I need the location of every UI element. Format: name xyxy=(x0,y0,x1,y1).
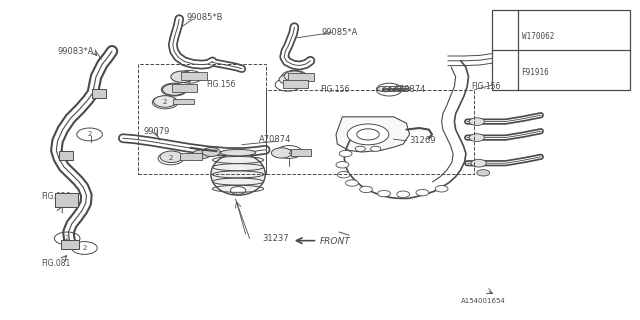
Circle shape xyxy=(469,134,484,141)
Ellipse shape xyxy=(357,129,380,140)
Text: 2: 2 xyxy=(88,132,92,137)
Circle shape xyxy=(193,150,211,159)
Text: 31237: 31237 xyxy=(262,234,289,243)
FancyBboxPatch shape xyxy=(283,80,308,88)
Circle shape xyxy=(469,118,484,125)
Circle shape xyxy=(400,86,410,92)
Bar xyxy=(59,151,73,160)
Circle shape xyxy=(383,86,394,92)
Text: W170062: W170062 xyxy=(522,32,554,41)
Circle shape xyxy=(336,162,349,168)
FancyBboxPatch shape xyxy=(173,99,194,104)
Circle shape xyxy=(337,172,350,178)
Circle shape xyxy=(435,186,448,192)
Circle shape xyxy=(397,191,410,197)
Text: FIG.156: FIG.156 xyxy=(320,85,349,94)
Circle shape xyxy=(394,86,404,92)
Text: 2: 2 xyxy=(169,156,173,161)
Text: A70874: A70874 xyxy=(394,85,426,94)
Bar xyxy=(92,89,106,98)
Text: 2: 2 xyxy=(65,236,69,241)
Circle shape xyxy=(171,71,194,83)
Text: 99083*A: 99083*A xyxy=(57,47,94,56)
Circle shape xyxy=(355,146,365,151)
Bar xyxy=(266,90,474,174)
Text: 1: 1 xyxy=(387,87,392,92)
Polygon shape xyxy=(336,117,410,152)
Text: A70874: A70874 xyxy=(259,135,291,144)
Circle shape xyxy=(346,180,358,186)
Text: 1: 1 xyxy=(502,34,508,40)
Text: 2: 2 xyxy=(286,82,290,88)
Text: FIG.036: FIG.036 xyxy=(42,192,71,201)
Circle shape xyxy=(477,170,490,176)
Bar xyxy=(492,10,630,90)
Text: 1: 1 xyxy=(187,74,192,80)
FancyBboxPatch shape xyxy=(291,149,311,156)
Circle shape xyxy=(416,189,429,196)
Text: 1: 1 xyxy=(292,74,297,80)
Text: FRONT: FRONT xyxy=(320,237,351,246)
Circle shape xyxy=(360,186,372,193)
Text: FIG.081: FIG.081 xyxy=(42,260,71,268)
FancyBboxPatch shape xyxy=(172,84,197,92)
Text: 1: 1 xyxy=(172,87,177,92)
Circle shape xyxy=(160,151,183,163)
Circle shape xyxy=(202,148,220,156)
FancyBboxPatch shape xyxy=(181,72,207,80)
Bar xyxy=(61,240,79,249)
Text: A154001654: A154001654 xyxy=(461,298,506,304)
FancyBboxPatch shape xyxy=(288,73,314,81)
Circle shape xyxy=(378,190,390,197)
Text: 2: 2 xyxy=(83,245,86,251)
Circle shape xyxy=(271,148,292,158)
Circle shape xyxy=(154,96,177,107)
Circle shape xyxy=(163,84,186,95)
Text: 2: 2 xyxy=(503,69,507,75)
Text: FIG.156: FIG.156 xyxy=(206,80,236,89)
Ellipse shape xyxy=(347,124,389,145)
Bar xyxy=(138,64,266,174)
Text: 99085*A: 99085*A xyxy=(321,28,357,36)
Circle shape xyxy=(284,71,305,81)
Text: 2: 2 xyxy=(163,100,167,105)
Text: 31269: 31269 xyxy=(410,136,436,145)
Text: 99085*B: 99085*B xyxy=(186,13,223,22)
Bar xyxy=(55,193,78,207)
Circle shape xyxy=(378,86,388,92)
Circle shape xyxy=(279,74,300,84)
Circle shape xyxy=(339,150,352,157)
Text: FIG.156: FIG.156 xyxy=(472,82,501,91)
Ellipse shape xyxy=(211,154,265,195)
Circle shape xyxy=(471,159,486,167)
FancyBboxPatch shape xyxy=(180,153,202,160)
Circle shape xyxy=(371,146,381,151)
Circle shape xyxy=(388,86,399,92)
Ellipse shape xyxy=(220,149,255,156)
Text: 99079: 99079 xyxy=(143,127,170,136)
Text: F91916: F91916 xyxy=(522,68,549,76)
Circle shape xyxy=(230,187,246,194)
Text: 2: 2 xyxy=(287,149,291,155)
